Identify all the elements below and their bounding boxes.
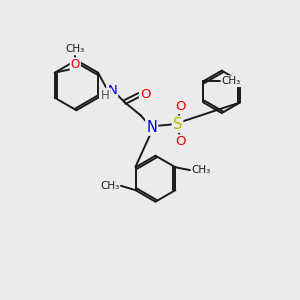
- Text: S: S: [173, 117, 182, 132]
- Text: CH₃: CH₃: [100, 181, 119, 191]
- Text: O: O: [175, 135, 186, 148]
- Text: O: O: [71, 58, 80, 71]
- Text: CH₃: CH₃: [222, 76, 241, 86]
- Text: O: O: [140, 88, 150, 101]
- Text: CH₃: CH₃: [192, 165, 211, 175]
- Text: H: H: [101, 89, 110, 102]
- Text: O: O: [175, 100, 186, 113]
- Text: N: N: [107, 84, 117, 97]
- Text: N: N: [146, 120, 157, 135]
- Text: CH₃: CH₃: [66, 44, 85, 54]
